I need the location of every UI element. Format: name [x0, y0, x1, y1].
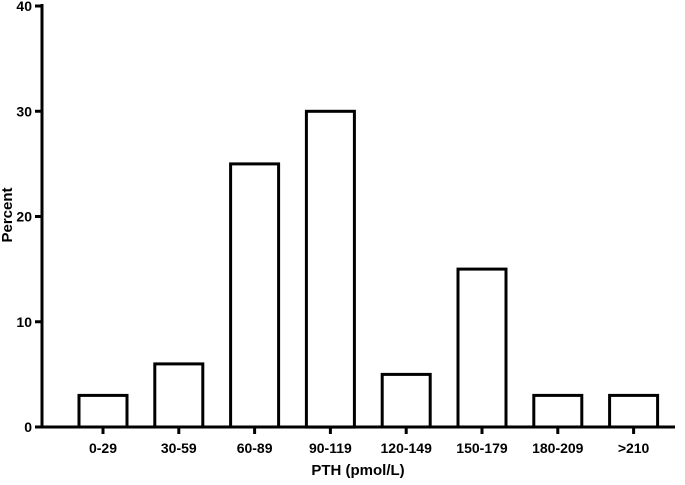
bars-group [77, 109, 660, 429]
y-tick-label: 0 [24, 419, 32, 435]
x-tick-label: 120-149 [381, 440, 433, 456]
x-axis-title: PTH (pmol/L) [311, 462, 404, 479]
bar-4 [304, 109, 356, 429]
x-tick-label: >210 [618, 440, 650, 456]
x-tick-label: 150-179 [456, 440, 508, 456]
y-tick-label: 10 [16, 314, 32, 330]
bar-8 [608, 393, 660, 429]
bar-3 [229, 162, 281, 429]
x-axis-ticks: 0-29 30-59 60-89 90-119 120-149 150-179 180-20… [89, 427, 650, 456]
y-tick-label: 40 [16, 0, 32, 14]
y-tick-label: 30 [16, 103, 32, 119]
bar-6 [456, 267, 508, 429]
y-axis-title: Percent [0, 187, 16, 242]
bar-1 [77, 393, 129, 429]
y-tick-label: 20 [16, 209, 32, 225]
bar-7 [532, 393, 584, 429]
x-tick-label: 30-59 [161, 440, 197, 456]
y-axis-ticks: 0 10 20 30 40 [16, 0, 42, 435]
bar-5 [380, 372, 432, 429]
bar-2 [153, 362, 205, 429]
x-tick-label: 90-119 [309, 440, 352, 456]
x-tick-label: 0-29 [89, 440, 117, 456]
x-tick-label: 60-89 [237, 440, 273, 456]
x-tick-label: 180-209 [532, 440, 584, 456]
